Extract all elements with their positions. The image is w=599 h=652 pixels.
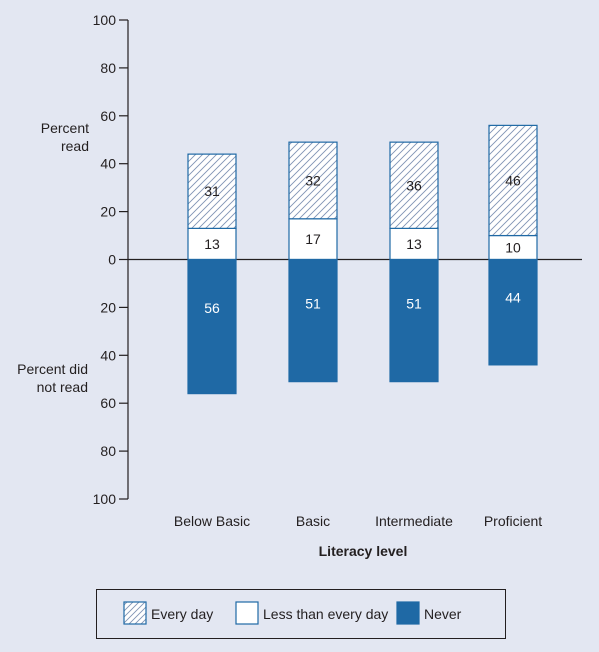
bar-value-label: 51	[305, 295, 321, 311]
y-tick-label: 80	[100, 60, 116, 76]
bar-value-label: 51	[406, 295, 422, 311]
bar-segment	[288, 258, 338, 383]
x-axis-title: Literacy level	[319, 543, 408, 559]
y-tick-label: 100	[93, 491, 117, 507]
bar-value-label: 10	[505, 240, 521, 256]
y-axis-title-not-read: not read	[37, 379, 88, 395]
bar-value-label: 13	[406, 236, 422, 252]
bar-segment	[488, 258, 538, 366]
legend-label: Less than every day	[263, 606, 388, 622]
y-tick-label: 20	[100, 299, 116, 315]
y-axis-title-not-read: Percent did	[17, 361, 88, 377]
bar-segment	[187, 153, 237, 229]
bar-value-label: 56	[204, 300, 220, 316]
y-tick-label: 40	[100, 156, 116, 172]
bar-segment	[389, 258, 439, 383]
legend: Every day Less than every day Never	[96, 589, 506, 639]
axis-labels: Percent read Percent did not read Below Basi…	[17, 120, 542, 559]
bar-value-label: 13	[204, 236, 220, 252]
bars: 13 31 56 17 32 51 13 36 51 10 46 44	[187, 124, 538, 395]
y-tick-label: 40	[100, 347, 116, 363]
legend-swatch	[235, 601, 259, 625]
bar-segment	[389, 141, 439, 229]
x-tick-label: Intermediate	[375, 513, 453, 529]
bar-value-label: 44	[505, 289, 521, 305]
bar-segment	[187, 258, 237, 395]
y-tick-label: 60	[100, 395, 116, 411]
y-axis: 100 80 60 40 20 0 20 40 60 80 100	[93, 12, 582, 507]
legend-swatch	[123, 601, 147, 625]
bar-value-label: 36	[406, 177, 422, 193]
legend-label: Every day	[151, 606, 213, 622]
y-tick-label: 20	[100, 204, 116, 220]
y-tick-label: 60	[100, 108, 116, 124]
bar-value-label: 17	[305, 231, 321, 247]
y-axis-title-read: Percent	[41, 120, 89, 136]
y-tick-label: 100	[93, 12, 117, 28]
x-tick-label: Proficient	[484, 513, 542, 529]
bar-value-label: 31	[204, 183, 220, 199]
bar-value-label: 32	[305, 172, 321, 188]
y-axis-title-read: read	[61, 138, 89, 154]
legend-graphic: Every day Less than every day Never	[123, 601, 462, 625]
y-tick-label: 0	[108, 252, 116, 268]
legend-label: Never	[424, 606, 462, 622]
legend-swatch	[396, 601, 420, 625]
x-tick-label: Basic	[296, 513, 330, 529]
y-tick-label: 80	[100, 443, 116, 459]
bar-segment	[288, 141, 338, 220]
x-tick-label: Below Basic	[174, 513, 250, 529]
bar-segment	[488, 124, 538, 237]
bar-segment	[187, 227, 237, 261]
bar-value-label: 46	[505, 172, 521, 188]
